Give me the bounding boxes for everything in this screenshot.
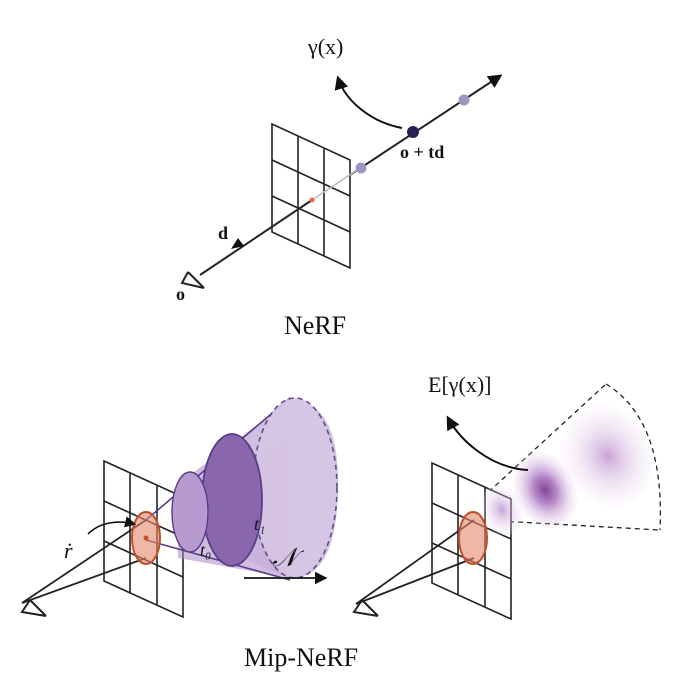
sample-point-3 (458, 94, 470, 106)
mipnerf-title: Mip-NeRF (244, 643, 358, 672)
gaussian-blob-2 (512, 451, 578, 529)
gaussian-blob-3 (562, 405, 654, 507)
gaussian-blob-1 (481, 484, 523, 536)
direction-arrow-icon (231, 238, 244, 249)
radius-arrow (87, 516, 137, 535)
expectation-arrow (446, 415, 529, 471)
point-label: o + td (400, 142, 444, 162)
nerf-ray-mid (311, 167, 361, 201)
radius-label: ṙ (64, 538, 73, 563)
cone-ray-lower (21, 557, 147, 604)
pixel-point (309, 197, 315, 203)
nerf-diagram: γ(x) o + td d o NeRF (176, 34, 503, 340)
cone-ray-upper (21, 519, 147, 604)
encoding-arrow (334, 75, 403, 129)
origin-label: o (176, 284, 185, 304)
t0-label: t₀ (200, 540, 211, 560)
mipnerf-gaussian-diagram: E[γ(x)] (352, 372, 662, 621)
gaussian-ray-upper (355, 519, 475, 605)
nerf-image-grid (271, 122, 351, 270)
camera-eye-icon (180, 271, 205, 289)
gaussian-ray-lower (355, 557, 475, 605)
nerf-title: NeRF (284, 311, 346, 340)
pixel-footprint-ellipse (458, 511, 488, 565)
t1-label: t₁ (254, 514, 265, 534)
mipnerf-cone-diagram: ṙ t₀ t₁ (20, 397, 339, 619)
gamma-label: γ(x) (307, 34, 343, 59)
camera-eye-icon (20, 599, 47, 617)
camera-eye-icon (352, 599, 379, 617)
frustum-t0-face (171, 471, 209, 553)
gaussian-cone-cap (605, 383, 662, 531)
cone-end-cap (252, 397, 338, 579)
nerf-ray-front (199, 199, 313, 276)
sample-point-2 (407, 126, 419, 138)
direction-label: d (218, 223, 228, 243)
expectation-label: E[γ(x)] (428, 372, 491, 397)
sample-point-1 (355, 162, 367, 174)
pixel-center (143, 535, 149, 541)
